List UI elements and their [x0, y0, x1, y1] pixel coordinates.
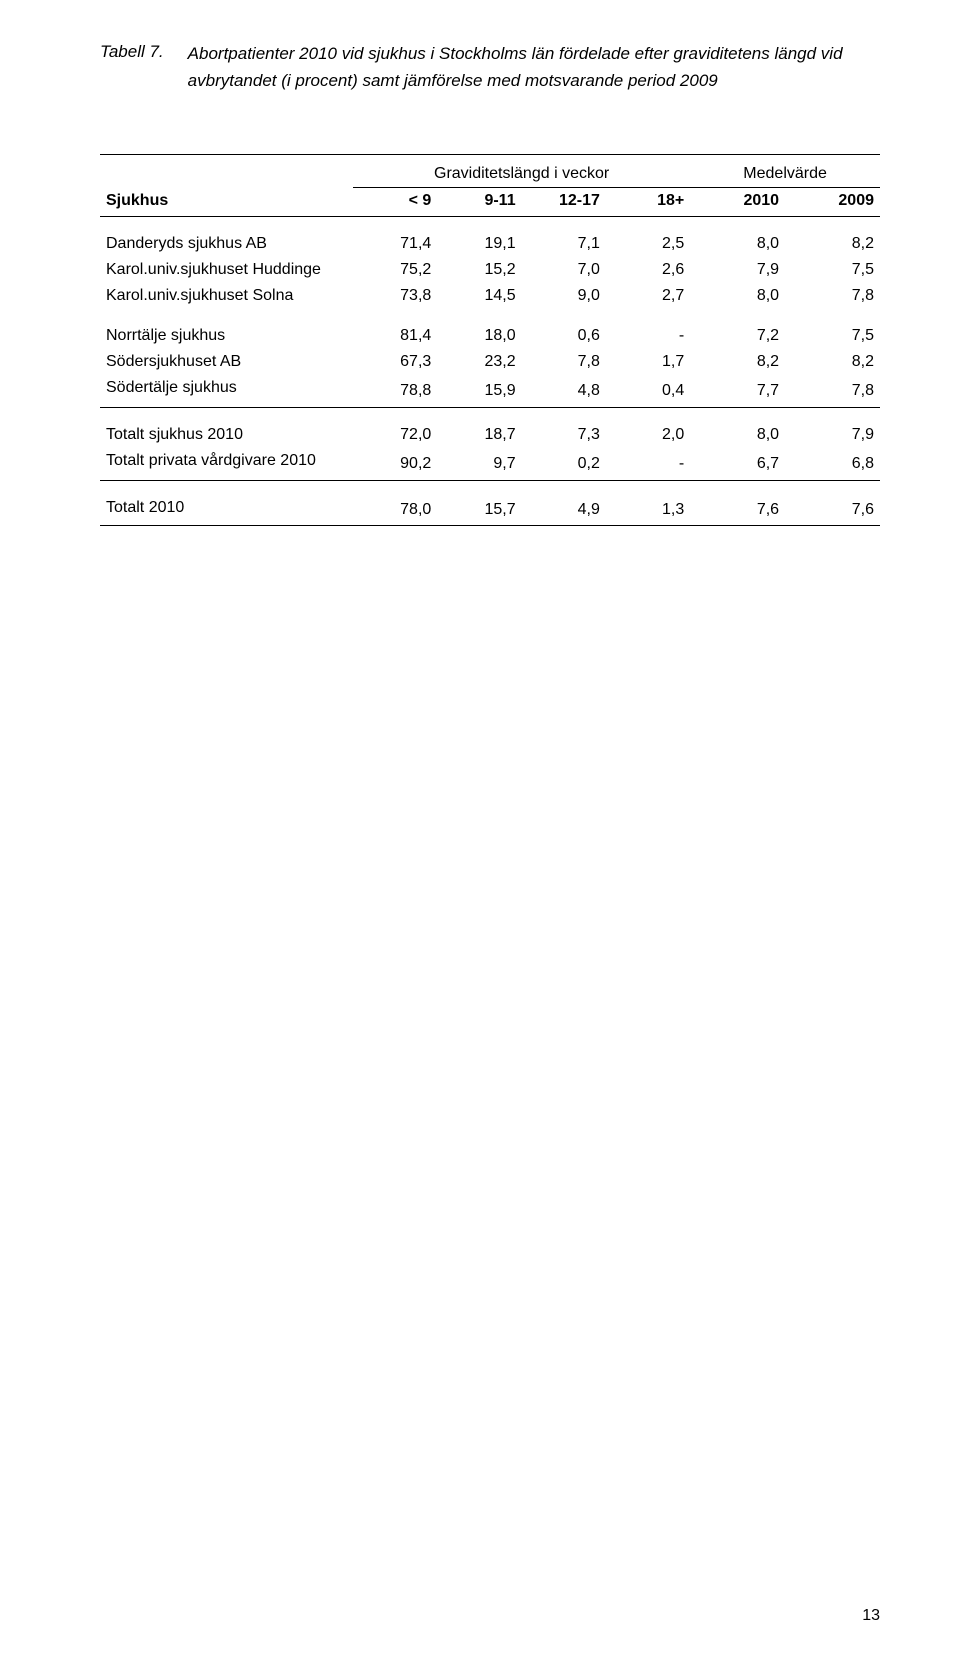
row-label: Totalt sjukhus 2010 — [100, 422, 353, 448]
mean-header: Medelvärde — [690, 155, 880, 188]
cell: 7,5 — [785, 257, 880, 283]
cell: 15,7 — [437, 495, 521, 526]
cell: 15,2 — [437, 257, 521, 283]
cell: 73,8 — [353, 283, 437, 309]
cell: 2,5 — [606, 231, 690, 257]
table-row: Karol.univ.sjukhuset Huddinge 75,2 15,2 … — [100, 257, 880, 283]
row-label: Karol.univ.sjukhuset Solna — [100, 283, 353, 309]
cell: 78,0 — [353, 495, 437, 526]
cell: 75,2 — [353, 257, 437, 283]
cell: 23,2 — [437, 349, 521, 375]
cell: - — [606, 448, 690, 481]
group-header: Graviditetslängd i veckor — [353, 155, 690, 188]
row-label: Karol.univ.sjukhuset Huddinge — [100, 257, 353, 283]
cell: 1,3 — [606, 495, 690, 526]
cell: 15,9 — [437, 375, 521, 408]
cell: 8,2 — [690, 349, 785, 375]
cell: 8,0 — [690, 422, 785, 448]
cell: 8,2 — [785, 231, 880, 257]
row-label: Totalt privata vårdgivare 2010 — [100, 448, 353, 481]
cell: 18,0 — [437, 309, 521, 349]
cell: 14,5 — [437, 283, 521, 309]
col-header: 9-11 — [437, 188, 521, 217]
cell: 2,0 — [606, 422, 690, 448]
cell: 7,8 — [785, 283, 880, 309]
cell: 8,2 — [785, 349, 880, 375]
table-row: Danderyds sjukhus AB 71,4 19,1 7,1 2,5 8… — [100, 231, 880, 257]
cell: 6,8 — [785, 448, 880, 481]
cell: 78,8 — [353, 375, 437, 408]
cell: 7,6 — [690, 495, 785, 526]
cell: 7,9 — [785, 422, 880, 448]
cell: 67,3 — [353, 349, 437, 375]
cell: 0,6 — [522, 309, 606, 349]
col-header: 18+ — [606, 188, 690, 217]
cell: 4,8 — [522, 375, 606, 408]
cell: 8,0 — [690, 283, 785, 309]
cell: 7,8 — [785, 375, 880, 408]
cell: 8,0 — [690, 231, 785, 257]
table-row: Södersjukhuset AB 67,3 23,2 7,8 1,7 8,2 … — [100, 349, 880, 375]
col-header: 12-17 — [522, 188, 606, 217]
cell: 1,7 — [606, 349, 690, 375]
cell: 81,4 — [353, 309, 437, 349]
title-line-2: avbrytandet (i procent) samt jämförelse … — [188, 67, 843, 94]
cell: 90,2 — [353, 448, 437, 481]
table-row: Totalt sjukhus 2010 72,0 18,7 7,3 2,0 8,… — [100, 422, 880, 448]
cell: 7,0 — [522, 257, 606, 283]
cell: 19,1 — [437, 231, 521, 257]
table-row: Karol.univ.sjukhuset Solna 73,8 14,5 9,0… — [100, 283, 880, 309]
col-header: 2009 — [785, 188, 880, 217]
title-line-1: Abortpatienter 2010 vid sjukhus i Stockh… — [188, 40, 843, 67]
cell: 71,4 — [353, 231, 437, 257]
cell: 7,8 — [522, 349, 606, 375]
cell: 9,7 — [437, 448, 521, 481]
row-label: Norrtälje sjukhus — [100, 309, 353, 349]
row-label: Södersjukhuset AB — [100, 349, 353, 375]
cell: 7,1 — [522, 231, 606, 257]
cell: 7,3 — [522, 422, 606, 448]
table-title: Abortpatienter 2010 vid sjukhus i Stockh… — [188, 40, 843, 94]
table-row: Totalt privata vårdgivare 2010 90,2 9,7 … — [100, 448, 880, 481]
cell: 0,2 — [522, 448, 606, 481]
data-table: Graviditetslängd i veckor Medelvärde Sju… — [100, 154, 880, 526]
tabell-label: Tabell 7. — [100, 40, 164, 62]
cell: 18,7 — [437, 422, 521, 448]
cell: 2,6 — [606, 257, 690, 283]
table-header-row-2: Sjukhus < 9 9-11 12-17 18+ 2010 2009 — [100, 188, 880, 217]
table-row: Totalt 2010 78,0 15,7 4,9 1,3 7,6 7,6 — [100, 495, 880, 526]
col-header: < 9 — [353, 188, 437, 217]
col-header: 2010 — [690, 188, 785, 217]
cell: 7,6 — [785, 495, 880, 526]
table-row: Södertälje sjukhus 78,8 15,9 4,8 0,4 7,7… — [100, 375, 880, 408]
cell: 9,0 — [522, 283, 606, 309]
cell: - — [606, 309, 690, 349]
cell: 7,5 — [785, 309, 880, 349]
cell: 6,7 — [690, 448, 785, 481]
sjukhus-col-header: Sjukhus — [100, 188, 353, 217]
cell: 0,4 — [606, 375, 690, 408]
cell: 7,7 — [690, 375, 785, 408]
cell: 7,2 — [690, 309, 785, 349]
table-caption: Tabell 7. Abortpatienter 2010 vid sjukhu… — [100, 40, 880, 94]
row-label: Totalt 2010 — [100, 495, 353, 526]
page-number: 13 — [862, 1607, 880, 1625]
cell: 72,0 — [353, 422, 437, 448]
row-label: Södertälje sjukhus — [100, 375, 353, 408]
cell: 4,9 — [522, 495, 606, 526]
row-label: Danderyds sjukhus AB — [100, 231, 353, 257]
table-row: Norrtälje sjukhus 81,4 18,0 0,6 - 7,2 7,… — [100, 309, 880, 349]
cell: 2,7 — [606, 283, 690, 309]
table-header-row-1: Graviditetslängd i veckor Medelvärde — [100, 155, 880, 188]
cell: 7,9 — [690, 257, 785, 283]
